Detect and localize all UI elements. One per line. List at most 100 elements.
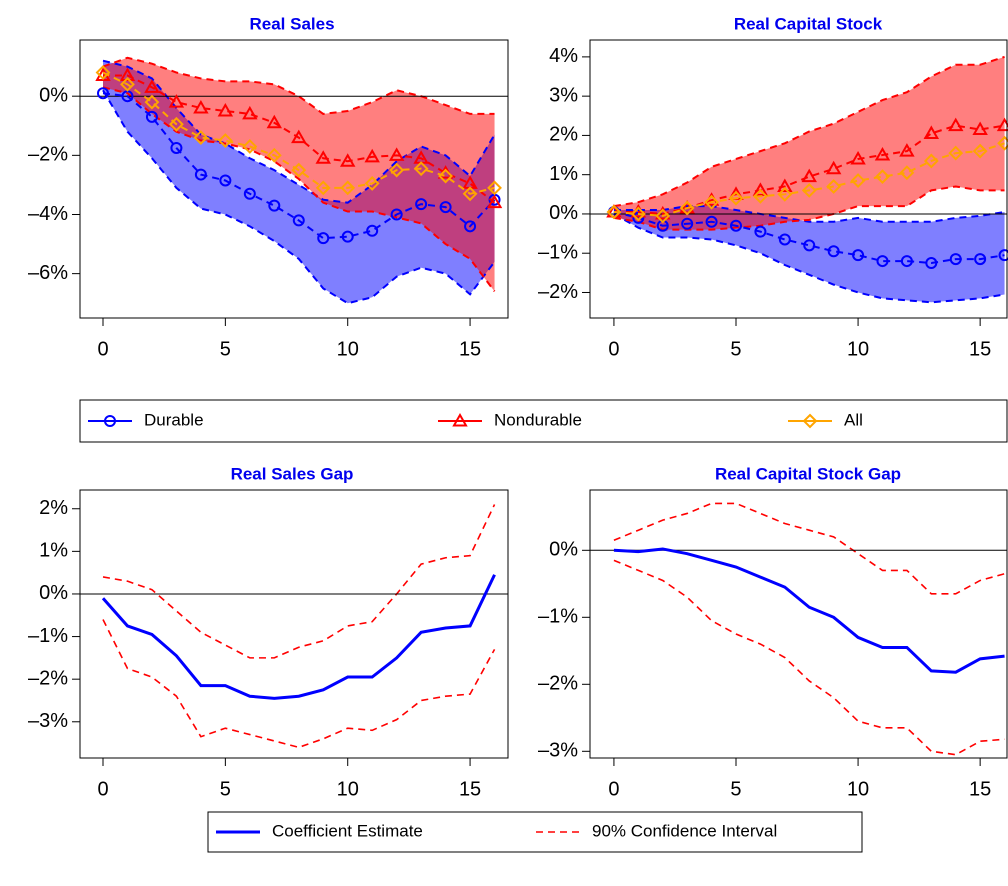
marker [452, 412, 468, 427]
y-tick-label: –6% [28, 262, 68, 284]
plot-area [80, 504, 508, 749]
y-tick-label: 1% [39, 540, 68, 562]
x-tick-label: 0 [97, 778, 108, 800]
x-tick-label: 10 [847, 338, 869, 360]
marker [852, 249, 865, 262]
marker [217, 102, 234, 117]
marker [464, 220, 477, 233]
marker [388, 147, 405, 161]
series-line [102, 71, 495, 195]
y-tick-label: –4% [28, 203, 68, 225]
marker [803, 239, 816, 252]
x-tick-label: 0 [608, 778, 619, 800]
marker [729, 219, 742, 232]
marker [268, 199, 281, 212]
marker [826, 179, 842, 194]
marker [104, 415, 116, 427]
marker [704, 194, 719, 210]
series-line [613, 547, 1005, 674]
interval-line [613, 559, 1005, 756]
y-tick-label: 2% [549, 124, 578, 146]
chart-title: Real Sales [249, 14, 334, 33]
x-tick-label: 10 [337, 338, 359, 360]
marker [923, 125, 940, 139]
marker [900, 255, 913, 268]
marker [825, 160, 842, 175]
marker [899, 143, 915, 157]
confidence-band [613, 56, 1005, 230]
series-line [102, 92, 496, 240]
marker [439, 201, 452, 214]
marker [266, 114, 283, 129]
y-tick-label: 0% [39, 84, 68, 106]
interval-line [613, 502, 1005, 595]
marker [266, 147, 282, 163]
interval-line [613, 55, 1005, 208]
marker [606, 204, 622, 220]
plot-area [590, 502, 1007, 756]
x-tick-label: 15 [459, 778, 481, 800]
marker [974, 253, 987, 266]
marker [95, 65, 111, 80]
marker [752, 182, 769, 196]
marker [801, 182, 817, 198]
marker [801, 168, 817, 183]
marker [339, 153, 356, 167]
marker [291, 162, 307, 178]
marker [119, 67, 136, 81]
y-tick-label: –2% [28, 144, 68, 166]
x-tick-label: 15 [459, 338, 481, 360]
marker [754, 225, 767, 238]
marker [390, 208, 403, 221]
marker [923, 153, 939, 169]
x-tick-label: 15 [969, 778, 991, 800]
marker [997, 135, 1008, 151]
legend-label: Coefficient Estimate [272, 821, 423, 840]
legend-label: 90% Confidence Interval [592, 821, 777, 840]
marker [679, 200, 695, 216]
legend-box [207, 811, 863, 853]
x-tick-label: 0 [608, 338, 619, 360]
marker [169, 116, 184, 132]
marker [366, 224, 379, 237]
x-tick-label: 5 [730, 338, 741, 360]
marker [242, 105, 258, 120]
marker [438, 168, 454, 184]
marker [194, 168, 207, 181]
plot-frame [589, 489, 1008, 759]
chart-title: Real Sales Gap [231, 464, 354, 483]
y-tick-label: –3% [538, 740, 578, 762]
marker [170, 141, 183, 154]
marker [243, 187, 256, 200]
y-tick-label: 4% [549, 45, 578, 67]
interval-line [613, 213, 1005, 304]
marker [925, 257, 938, 270]
legend-box [79, 399, 1008, 443]
marker [948, 145, 964, 161]
interval-line [102, 86, 496, 292]
marker [875, 169, 890, 185]
marker [752, 188, 768, 204]
marker [876, 255, 889, 268]
marker [389, 162, 405, 178]
y-tick-label: 0% [39, 582, 68, 604]
legend-label: Durable [144, 410, 204, 429]
interval-line [102, 59, 496, 204]
marker [364, 148, 380, 163]
legend-label: All [844, 410, 863, 429]
marker [850, 150, 866, 165]
marker [340, 180, 356, 196]
series-line [103, 74, 496, 204]
confidence-band [103, 57, 495, 292]
plot-frame [79, 489, 509, 759]
marker [777, 186, 793, 202]
marker [193, 130, 209, 146]
y-tick-label: –2% [28, 667, 68, 689]
marker [777, 178, 793, 192]
marker [144, 94, 160, 110]
y-tick-label: 0% [549, 539, 578, 561]
y-tick-label: –2% [538, 673, 578, 695]
x-tick-label: 5 [220, 338, 231, 360]
y-tick-label: –1% [538, 606, 578, 628]
x-tick-label: 15 [969, 338, 991, 360]
